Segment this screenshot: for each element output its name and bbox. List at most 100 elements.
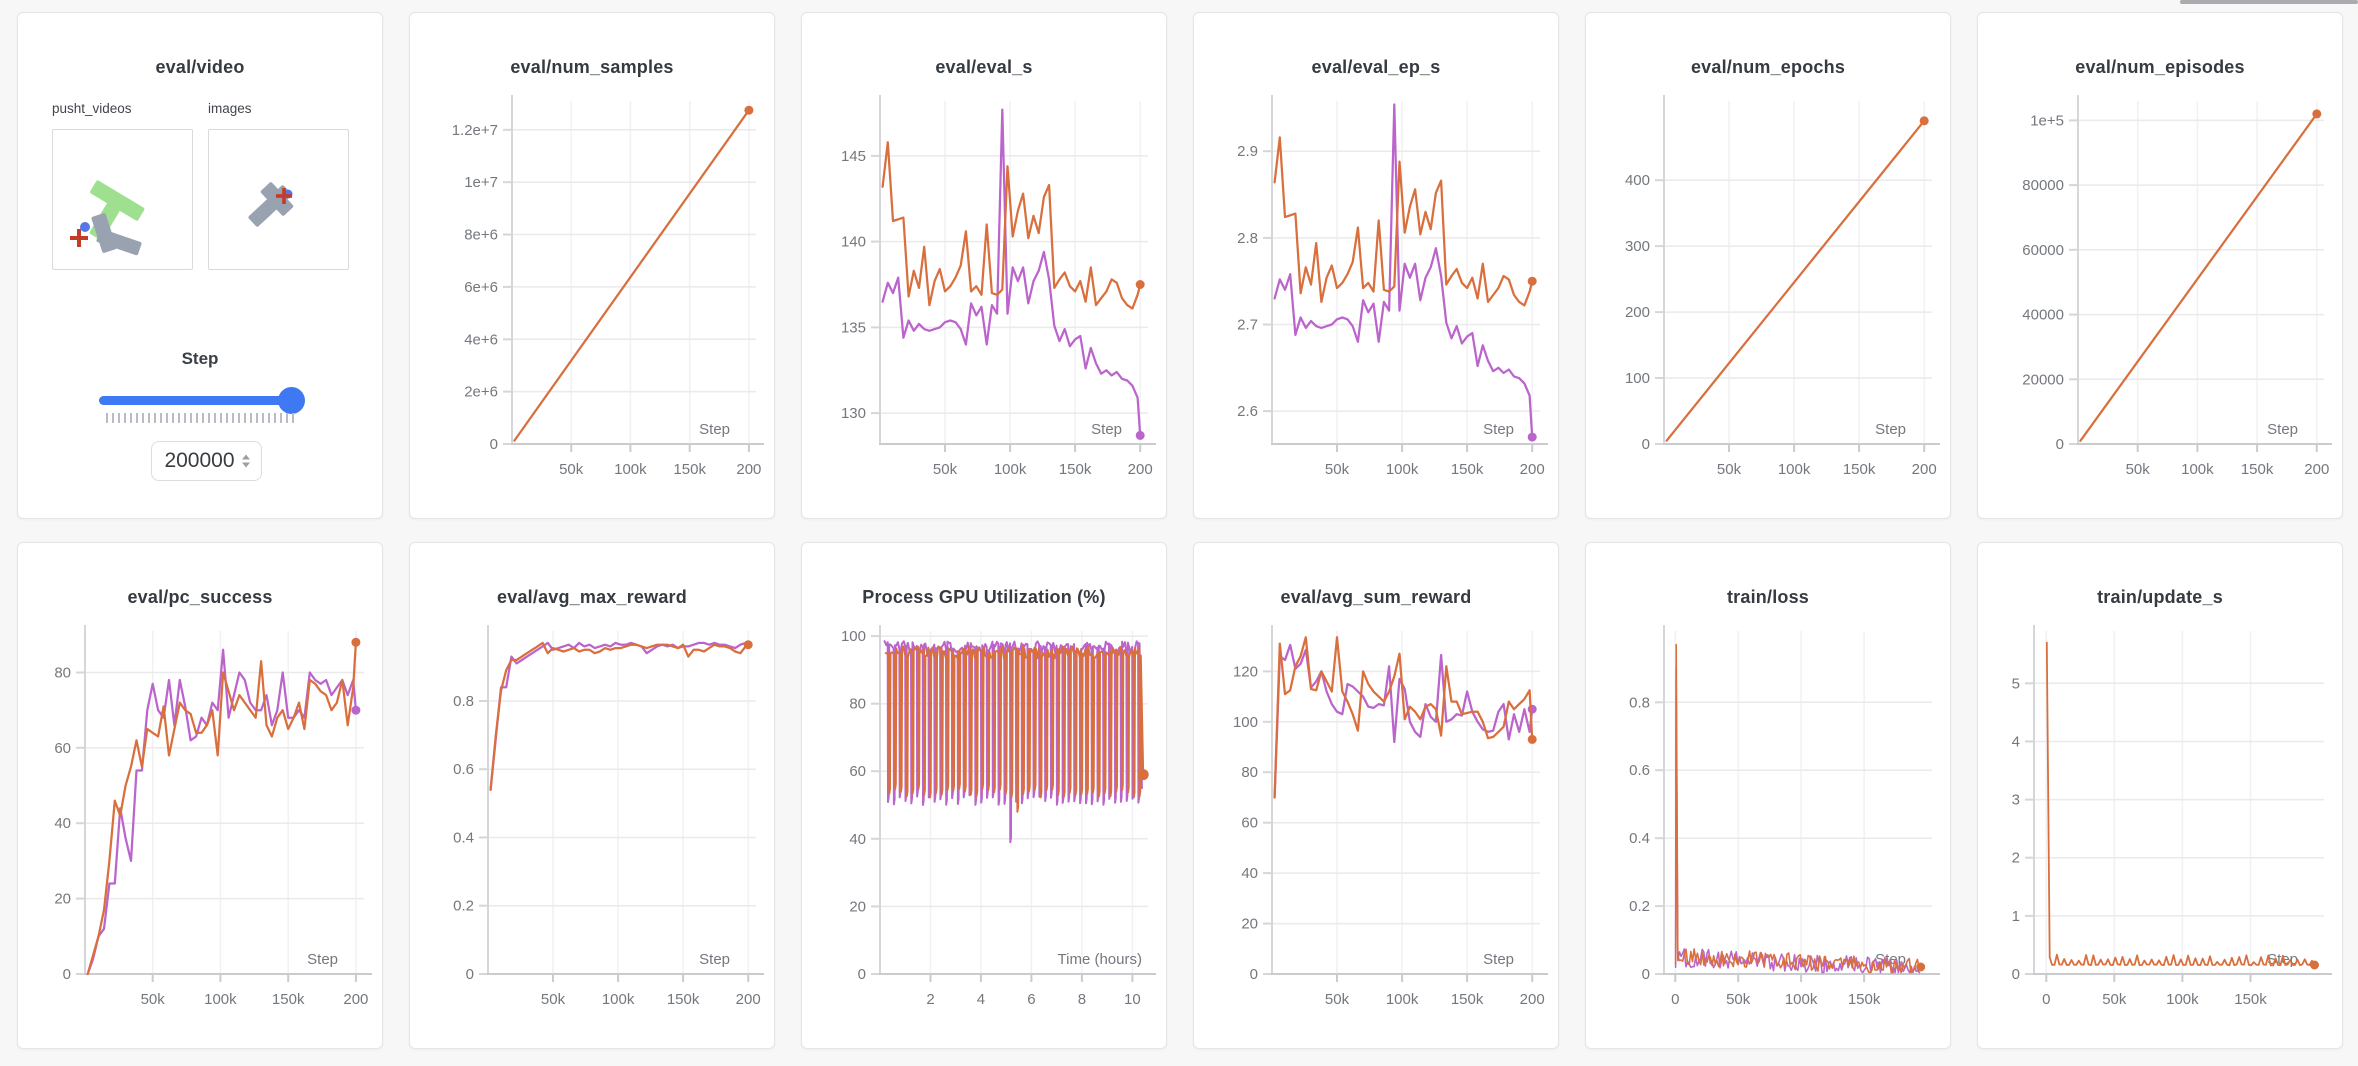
x-tick-label: 50k <box>141 991 166 1008</box>
series-end-dot-orange <box>744 105 754 115</box>
target-cross-v <box>77 229 81 247</box>
y-tick-label: 130 <box>841 405 866 422</box>
x-tick-label: 2 <box>926 991 934 1008</box>
y-tick-label: 0 <box>2012 966 2020 983</box>
y-tick-label: 1 <box>2012 908 2020 925</box>
y-tick-label: 0.8 <box>1629 694 1650 711</box>
series-end-dot-orange <box>2310 960 2319 970</box>
y-tick-label: 0 <box>2056 436 2064 453</box>
y-tick-label: 2.7 <box>1237 317 1258 334</box>
series-line-purple <box>86 648 358 976</box>
chart-canvas[interactable]: 0 20 40 60 80 100 2 4 6 8 10 Time (hours) <box>802 543 1168 1050</box>
x-tick-label: 50k <box>559 461 584 478</box>
panel-title: train/loss <box>1726 587 1810 607</box>
y-tick-label: 2.6 <box>1237 403 1258 420</box>
panel-title: eval/video <box>155 57 245 77</box>
panel-eval-num-epochs: eval/num_epochs 0 100 200 300 400 50k 100k 150k 2… <box>1585 12 1951 519</box>
step-slider-track[interactable] <box>99 396 301 405</box>
chart-canvas[interactable]: 0 20 40 60 80 100 120 50k 100k 150k 200 Step <box>1194 543 1560 1050</box>
y-tick-label: 80 <box>1241 764 1258 781</box>
panel-title: eval/avg_max_reward <box>497 587 687 607</box>
series-end-dot-purple <box>1527 704 1537 714</box>
panel-eval-avg-max-reward: eval/avg_max_reward 0 0.2 0.4 0.6 0.8 50k 100k 1… <box>409 542 775 1049</box>
y-tick-label: 60 <box>54 740 71 757</box>
y-tick-label: 60 <box>1241 815 1258 832</box>
panel-process-gpu-utilization: Process GPU Utilization (%) 0 20 40 60 80 100 2… <box>801 542 1167 1049</box>
x-tick-label: 50k <box>1726 991 1751 1008</box>
panel-train-update-s: train/update_s 0 1 2 3 4 5 0 50k 100k 150k Step <box>1977 542 2343 1049</box>
x-axis-title: Time (hours) <box>1058 951 1142 968</box>
chart-canvas[interactable]: 130 135 140 145 50k 100k 150k 200 Step <box>802 13 1168 520</box>
y-tick-label: 2 <box>2012 850 2020 867</box>
x-tick-label: 150k <box>1848 991 1881 1008</box>
y-tick-label: 0 <box>1250 966 1258 983</box>
x-axis-title: Step <box>307 951 338 968</box>
panel-title: eval/num_episodes <box>2075 57 2245 77</box>
series-line-orange <box>881 141 1142 310</box>
x-tick-label: 150k <box>2234 991 2267 1008</box>
chevron-up-icon[interactable] <box>242 454 250 460</box>
y-tick-label: 400 <box>1625 172 1650 189</box>
chart-canvas[interactable]: 0 100 200 300 400 50k 100k 150k 200 Step <box>1586 13 1952 520</box>
series-line-orange <box>1674 643 1922 974</box>
pusht-video-thumbnail[interactable] <box>52 129 193 270</box>
x-tick-label: 100k <box>1778 461 1811 478</box>
step-number-value: 200000 <box>164 449 235 472</box>
y-tick-label: 4 <box>2012 734 2020 751</box>
series-line-orange <box>513 109 751 442</box>
series-line-orange <box>1273 136 1534 307</box>
panel-eval-num-samples: eval/num_samples 0 2e+6 4e+6 6e+6 8e+6 1e+7 1.2… <box>409 12 775 519</box>
step-number-input[interactable]: 200000 <box>151 441 262 481</box>
panel-title: eval/num_samples <box>510 57 674 77</box>
x-axis-title: Step <box>1483 421 1514 438</box>
agent-dot <box>80 222 90 232</box>
pusht-video-frame <box>70 180 145 256</box>
y-tick-label: 0.2 <box>453 898 474 915</box>
x-tick-label: 100k <box>994 461 1027 478</box>
x-tick-label: 150k <box>1451 991 1484 1008</box>
media-group-label: pusht_videos <box>52 101 132 116</box>
images-thumbnail[interactable] <box>208 129 349 270</box>
y-tick-label: 0.4 <box>453 830 474 847</box>
y-tick-label: 0.6 <box>453 761 474 778</box>
x-tick-label: 150k <box>673 461 706 478</box>
x-axis-title: Step <box>2267 421 2298 438</box>
series-line-orange <box>86 641 358 976</box>
series-end-dot-orange <box>351 637 361 647</box>
chart-canvas[interactable]: 0 0.2 0.4 0.6 0.8 50k 100k 150k 200 Step <box>410 543 776 1050</box>
series-end-dot-orange <box>1916 962 1926 972</box>
scrollbar-thumb[interactable] <box>2180 0 2358 4</box>
series-end-dot-orange <box>1527 734 1537 744</box>
series-line-purple <box>1273 103 1534 439</box>
x-tick-label: 200 <box>343 991 368 1008</box>
panel-eval-video: eval/video pusht_videos images Step 200000 <box>17 12 383 519</box>
x-tick-label: 100k <box>2166 991 2199 1008</box>
y-tick-label: 1e+7 <box>464 174 498 191</box>
x-tick-label: 200 <box>1520 461 1545 478</box>
x-tick-label: 200 <box>736 461 761 478</box>
images-frame <box>248 182 294 227</box>
y-tick-label: 0 <box>466 966 474 983</box>
y-tick-label: 0 <box>63 966 71 983</box>
series-end-dot-orange <box>1135 280 1145 289</box>
series-line-purple <box>1674 667 1921 974</box>
panel-eval-avg-sum-reward: eval/avg_sum_reward 0 20 40 60 80 100 120 50k 100… <box>1193 542 1559 1049</box>
x-tick-label: 50k <box>2126 461 2151 478</box>
x-tick-label: 150k <box>1451 461 1484 478</box>
chart-canvas[interactable]: 0 20000 40000 60000 80000 1e+5 50k 100k 150k 200 S… <box>1978 13 2344 520</box>
goal-t-crossbar <box>90 180 145 221</box>
chart-canvas[interactable]: 0 2e+6 4e+6 6e+6 8e+6 1e+7 1.2e+7 50k 100k 150k 20… <box>410 13 776 520</box>
chevron-down-icon[interactable] <box>242 462 250 468</box>
panel-title: eval/eval_ep_s <box>1311 57 1441 77</box>
chart-canvas[interactable]: 2.6 2.7 2.8 2.9 50k 100k 150k 200 Step <box>1194 13 1560 520</box>
step-slider-handle[interactable] <box>278 387 305 414</box>
y-tick-label: 1.2e+7 <box>452 122 498 139</box>
chart-canvas[interactable]: 0 20 40 60 80 50k 100k 150k 200 Step <box>18 543 384 1050</box>
y-tick-label: 0.4 <box>1629 830 1650 847</box>
panel-title: eval/avg_sum_reward <box>1280 587 1472 607</box>
y-tick-label: 1e+5 <box>2030 112 2064 129</box>
y-tick-label: 100 <box>1625 370 1650 387</box>
